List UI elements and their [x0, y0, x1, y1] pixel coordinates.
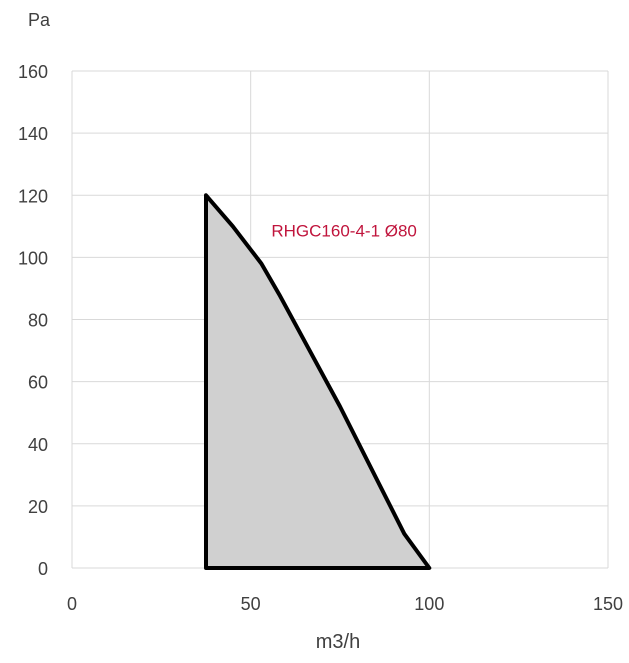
y-tick-label: 120 — [18, 186, 48, 206]
y-tick-label: 60 — [28, 373, 48, 393]
series-layer: RHGC160-4-1 Ø80 — [204, 193, 432, 570]
x-axis-title: m3/h — [316, 631, 360, 653]
series-label: RHGC160-4-1 Ø80 — [271, 222, 417, 241]
y-tick-label: 160 — [18, 62, 48, 82]
x-tick-label: 0 — [67, 594, 77, 614]
y-tick-label: 0 — [38, 559, 48, 579]
x-tick-label: 150 — [593, 594, 623, 614]
axis-layer: 0 20 40 60 80 100 120 140 160 0 50 100 150 — [18, 62, 623, 614]
y-tick-label: 100 — [18, 248, 48, 268]
y-tick-label: 20 — [28, 497, 48, 517]
y-axis-title: Pa — [28, 10, 51, 30]
label-layer: Pa m3/h — [28, 10, 360, 653]
operating-range-area — [204, 193, 432, 570]
x-tick-label: 50 — [241, 594, 261, 614]
x-tick-label: 100 — [414, 594, 444, 614]
y-tick-label: 80 — [28, 311, 48, 331]
y-tick-label: 140 — [18, 124, 48, 144]
y-tick-label: 40 — [28, 435, 48, 455]
